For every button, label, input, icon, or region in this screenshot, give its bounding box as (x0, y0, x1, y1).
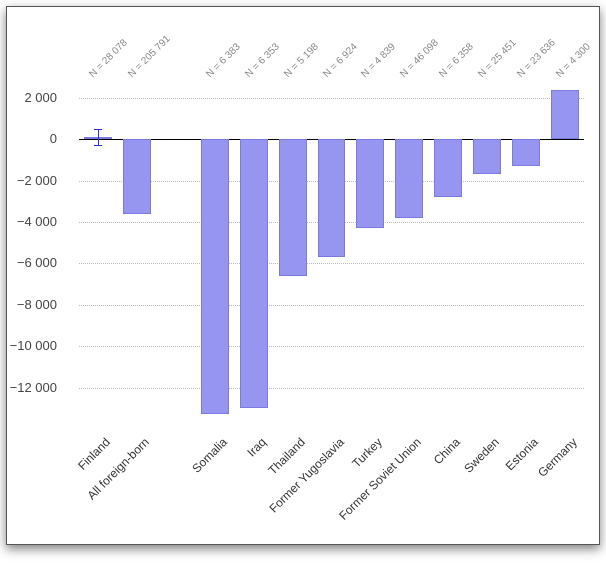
bar (240, 139, 268, 408)
bar (551, 90, 579, 139)
bar (201, 139, 229, 414)
n-label: N = 25 451 (476, 37, 519, 80)
y-tick-label: −8 000 (17, 297, 57, 312)
n-label: N = 5 198 (282, 41, 321, 80)
error-cap (94, 129, 102, 130)
chart-panel: −12 000 −10 000 −8 000 −6 000 −4 000 −2 000 0 2… (6, 6, 600, 545)
n-label: N = 46 098 (398, 37, 441, 80)
y-tick-label: 0 (50, 131, 57, 146)
y-tick-label: −10 000 (10, 338, 57, 353)
grid-line (79, 346, 584, 347)
y-tick-label: −2 000 (17, 173, 57, 188)
bar (318, 139, 346, 257)
bar (356, 139, 384, 228)
bar (434, 139, 462, 197)
outer-frame: −12 000 −10 000 −8 000 −6 000 −4 000 −2 000 0 2… (0, 0, 606, 551)
n-label: N = 4 300 (554, 41, 593, 80)
n-label: N = 6 358 (437, 41, 476, 80)
error-bar (98, 129, 99, 146)
y-tick-label: −12 000 (10, 380, 57, 395)
x-tick-label: Germany (428, 435, 579, 586)
grid-line (79, 98, 584, 99)
error-cap (94, 145, 102, 146)
bar (123, 139, 151, 214)
bar (279, 139, 307, 276)
n-label: N = 6 924 (321, 41, 360, 80)
bar (473, 139, 501, 174)
x-tick-label: Sweden (350, 435, 501, 586)
grid-line (79, 305, 584, 306)
grid-line (79, 388, 584, 389)
y-tick-label: −6 000 (17, 255, 57, 270)
bar (512, 139, 540, 166)
grid-line (79, 263, 584, 264)
n-label: N = 4 839 (360, 41, 399, 80)
x-tick-label: Estonia (389, 435, 540, 586)
plot-area (79, 77, 584, 429)
n-label: N = 205 791 (126, 33, 173, 80)
y-tick-label: −4 000 (17, 214, 57, 229)
bar (395, 139, 423, 218)
n-label: N = 28 078 (88, 37, 131, 80)
y-tick-label: 2 000 (24, 90, 57, 105)
n-label: N = 6 353 (243, 41, 282, 80)
n-label: N = 23 636 (515, 37, 558, 80)
n-label: N = 6 383 (204, 41, 243, 80)
